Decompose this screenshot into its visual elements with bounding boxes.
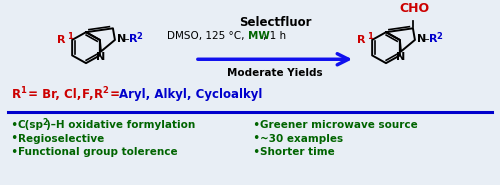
- Text: 2: 2: [136, 32, 142, 41]
- Text: R: R: [356, 35, 365, 45]
- Text: = Br, Cl,: = Br, Cl,: [24, 88, 86, 101]
- Text: Regioselective: Regioselective: [18, 134, 104, 144]
- Text: C(sp: C(sp: [18, 120, 44, 130]
- Text: =: =: [106, 88, 124, 101]
- Text: MW: MW: [248, 31, 270, 41]
- Text: N: N: [117, 34, 126, 44]
- Text: •: •: [10, 132, 18, 145]
- Text: 1: 1: [20, 86, 26, 95]
- Text: ~30 examples: ~30 examples: [260, 134, 343, 144]
- Text: ,: ,: [89, 88, 98, 101]
- Text: )–H oxidative formylation: )–H oxidative formylation: [46, 120, 195, 130]
- Text: N: N: [396, 53, 406, 63]
- Text: CHO: CHO: [400, 2, 430, 15]
- FancyBboxPatch shape: [0, 4, 500, 185]
- Text: –: –: [424, 34, 430, 44]
- Text: 1: 1: [67, 32, 73, 41]
- Text: •: •: [252, 146, 260, 159]
- Text: R: R: [12, 88, 21, 101]
- Text: F: F: [82, 88, 90, 101]
- Text: 2: 2: [436, 32, 442, 41]
- Text: Aryl, Alkyl, Cycloalkyl: Aryl, Alkyl, Cycloalkyl: [119, 88, 262, 101]
- Text: Functional group tolerence: Functional group tolerence: [18, 147, 178, 157]
- Text: N: N: [417, 34, 426, 44]
- Text: Selectfluor: Selectfluor: [239, 16, 311, 29]
- Text: , 1 h: , 1 h: [263, 31, 286, 41]
- Text: •: •: [10, 119, 18, 132]
- Text: N: N: [96, 53, 106, 63]
- Text: R: R: [56, 35, 65, 45]
- Text: Greener microwave source: Greener microwave source: [260, 120, 418, 130]
- Text: Shorter time: Shorter time: [260, 147, 335, 157]
- Text: DMSO, 125 °C,: DMSO, 125 °C,: [167, 31, 248, 41]
- Text: R: R: [429, 34, 438, 44]
- Text: –: –: [124, 34, 130, 44]
- Text: R: R: [129, 34, 138, 44]
- Text: •: •: [10, 146, 18, 159]
- Text: 2: 2: [42, 118, 47, 127]
- Text: •: •: [252, 132, 260, 145]
- Text: Moderate Yields: Moderate Yields: [227, 68, 323, 78]
- Text: •: •: [252, 119, 260, 132]
- Text: R: R: [94, 88, 103, 101]
- Text: 1: 1: [367, 32, 373, 41]
- Text: 2: 2: [102, 86, 108, 95]
